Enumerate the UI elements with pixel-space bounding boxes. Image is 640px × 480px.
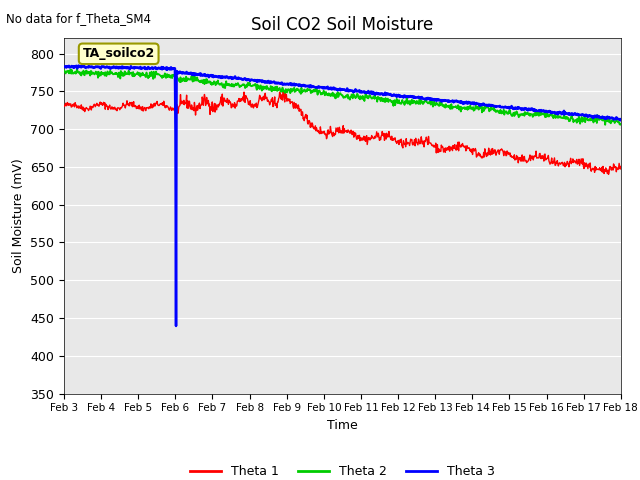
Text: No data for f_Theta_SM4: No data for f_Theta_SM4	[6, 12, 152, 24]
Y-axis label: Soil Moisture (mV): Soil Moisture (mV)	[12, 158, 25, 274]
X-axis label: Time: Time	[327, 419, 358, 432]
Title: Soil CO2 Soil Moisture: Soil CO2 Soil Moisture	[252, 16, 433, 34]
Text: TA_soilco2: TA_soilco2	[83, 48, 155, 60]
Legend: Theta 1, Theta 2, Theta 3: Theta 1, Theta 2, Theta 3	[185, 460, 500, 480]
